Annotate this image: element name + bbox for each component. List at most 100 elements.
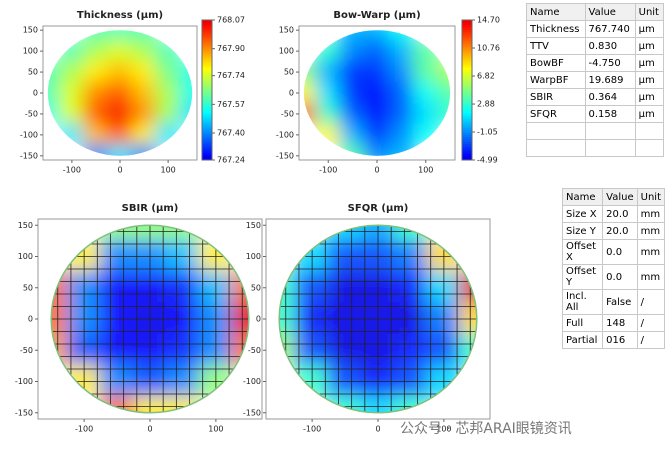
cell: False <box>602 289 638 315</box>
row: Offset X 0.0 mm <box>561 239 666 265</box>
y-tick-label: 0 <box>33 89 38 98</box>
colorbar-step <box>202 52 212 56</box>
row: Size X 20.0 mm <box>561 205 666 223</box>
colorbar-step <box>462 127 472 131</box>
cell <box>315 60 342 84</box>
colorbar-step <box>462 148 472 152</box>
cell <box>388 30 415 42</box>
cell <box>388 123 415 147</box>
colorbar-label: 10.76 <box>477 44 500 53</box>
y-tick-label: 100 <box>246 252 261 261</box>
colorbar-step <box>462 29 472 33</box>
cell: Offset Y <box>561 264 604 290</box>
row: SBIR 0.364 µm <box>526 88 665 106</box>
colorbar-label: 2.88 <box>477 100 495 109</box>
colorbar-step <box>462 24 472 28</box>
cell <box>388 102 415 126</box>
colorbar-step <box>202 31 212 35</box>
colorbar-step <box>462 78 472 82</box>
y-tick-label: 0 <box>28 315 33 324</box>
x-tick-label: -100 <box>319 166 337 175</box>
colorbar-step <box>202 97 212 100</box>
cell <box>165 333 201 367</box>
colorbar-step <box>462 97 472 100</box>
cell <box>131 123 158 147</box>
colorbar-step <box>202 139 212 142</box>
colorbar-step <box>462 104 472 107</box>
cell <box>339 81 366 105</box>
colorbar-step <box>202 45 212 49</box>
result-table: Name Value Unit Thickness 767.740 µm TTV 0.830 µ… <box>526 3 665 157</box>
empty-cell <box>584 122 636 140</box>
header-cell: Value <box>584 3 636 21</box>
colorbar-step <box>202 34 212 37</box>
colorbar-step <box>202 66 212 70</box>
colorbar-step <box>462 62 472 65</box>
cell: WarpBF <box>526 71 586 89</box>
y-tick-label: -50 <box>20 346 33 355</box>
cell <box>82 39 109 63</box>
y-tick-label: 50 <box>284 68 294 77</box>
x-tick-label: 100 <box>418 166 433 175</box>
empty-cell <box>634 122 665 140</box>
colorbar-step <box>462 73 472 77</box>
colorbar-step <box>462 113 472 117</box>
x-tick-label: 0 <box>375 425 380 434</box>
wafer <box>303 30 451 156</box>
cell <box>82 102 109 126</box>
empty-row <box>526 139 665 157</box>
cell <box>131 60 158 84</box>
colorbar-step <box>462 31 472 35</box>
colorbar-step <box>202 99 212 103</box>
cell <box>363 144 391 156</box>
cell <box>388 60 415 84</box>
y-tick-label: -100 <box>243 377 261 386</box>
cell <box>363 30 391 42</box>
cell: -4.750 <box>584 54 636 72</box>
cell <box>363 102 391 126</box>
colorbar-step <box>462 57 472 61</box>
cell: SFQR <box>526 105 586 123</box>
colorbar-step <box>202 69 212 72</box>
cell: 20.0 <box>602 222 638 240</box>
colorbar-step <box>462 122 472 126</box>
cell: 016 <box>602 331 638 349</box>
cell <box>82 30 109 42</box>
row: TTV 0.830 µm <box>526 37 665 55</box>
colorbar-step <box>202 24 212 28</box>
colorbar-step <box>202 129 212 133</box>
cell <box>339 102 366 126</box>
cell <box>131 30 158 42</box>
colorbar-step <box>462 139 472 142</box>
cell: Full <box>561 314 604 332</box>
cell <box>412 60 439 84</box>
chart-title: Thickness (µm) <box>77 10 163 21</box>
cell <box>339 39 366 63</box>
empty-cell <box>526 122 586 140</box>
header-row: Name Value Unit <box>561 188 666 206</box>
colorbar-step <box>462 76 472 79</box>
colorbar-step <box>462 115 472 119</box>
colorbar-step <box>462 146 472 149</box>
cell: / <box>636 331 666 349</box>
cell: / <box>636 289 666 315</box>
colorbar-step <box>462 134 472 138</box>
cell: 0.830 <box>584 37 636 55</box>
cell <box>363 39 391 63</box>
cell <box>155 81 182 105</box>
wafer-edge <box>50 224 250 414</box>
colorbar-label: -1.05 <box>477 127 498 136</box>
cell <box>82 81 109 105</box>
y-tick-label: 150 <box>18 221 33 230</box>
cell <box>106 30 134 42</box>
chart-title: SBIR (µm) <box>122 203 179 214</box>
cell: 0.0 <box>602 264 638 290</box>
wafer-edge <box>278 224 478 414</box>
y-tick-label: -50 <box>281 109 294 118</box>
colorbar-step <box>462 55 472 58</box>
colorbar-step <box>202 71 212 75</box>
cell: mm <box>636 222 666 240</box>
colorbar-step <box>202 87 212 91</box>
header-row: Name Value Unit <box>526 3 665 21</box>
